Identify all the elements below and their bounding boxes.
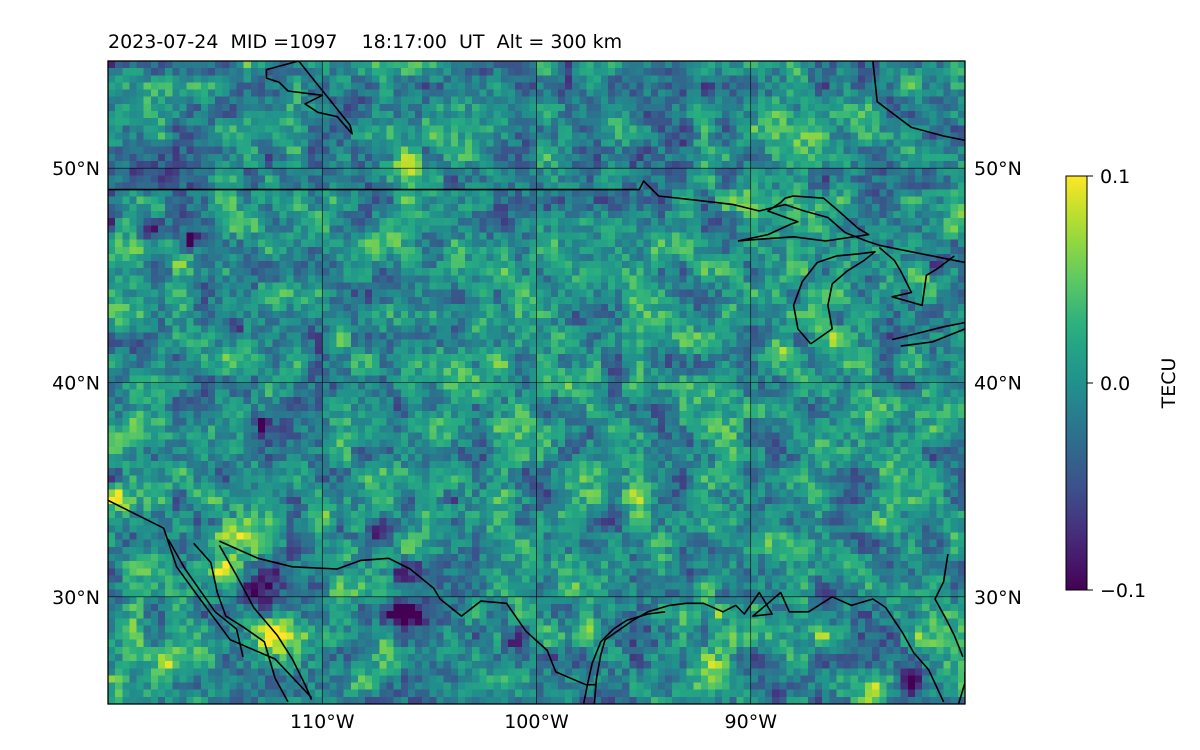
coastline	[878, 246, 955, 307]
colorbar-tick-label: 0.0	[1100, 373, 1130, 395]
y-tick-label-left: 30°N	[52, 587, 100, 609]
coastline	[900, 328, 965, 347]
y-tick-label-right: 30°N	[974, 587, 1022, 609]
y-tick-label-right: 40°N	[974, 373, 1022, 395]
coastline	[934, 553, 964, 658]
y-tick-label-left: 50°N	[52, 158, 100, 180]
coastline	[892, 321, 965, 341]
coastline	[219, 540, 597, 686]
colorbar-ticks: 0.1 0.0 −0.1	[1087, 166, 1146, 602]
map-coastlines	[108, 61, 965, 704]
x-tick-label: 100°W	[504, 711, 569, 733]
y-tick-label-right: 50°N	[974, 158, 1022, 180]
coastline	[193, 542, 289, 703]
coastline	[872, 61, 965, 142]
coastline	[792, 251, 876, 345]
colorbar-label: TECU	[1158, 358, 1180, 410]
map-frame	[107, 60, 966, 705]
x-tick-label: 90°W	[725, 711, 778, 733]
colorbar-gradient	[1065, 175, 1088, 591]
y-tick-label-left: 40°N	[52, 373, 100, 395]
coastline	[167, 538, 244, 657]
map-gridlines	[108, 61, 965, 704]
colorbar: 0.1 0.0 −0.1 TECU	[1065, 166, 1180, 602]
coastline	[593, 591, 945, 704]
coastline	[218, 545, 313, 701]
coastline	[108, 499, 313, 699]
coastline	[108, 180, 965, 264]
coastline	[582, 611, 666, 704]
coastline	[957, 671, 965, 704]
map-axis-ticks: 110°W 100°W 90°W 30°N 30°N 40°N 40°N 50°N 50°N	[52, 158, 1022, 733]
coastline	[265, 61, 354, 135]
coastline	[737, 195, 870, 242]
x-tick-label: 110°W	[290, 711, 355, 733]
map-area	[108, 61, 965, 704]
colorbar-tick-label: −0.1	[1100, 580, 1146, 602]
chart-title: 2023-07-24 MID =1097 18:17:00 UT Alt = 3…	[108, 31, 622, 53]
colorbar-tick-label: 0.1	[1100, 166, 1130, 188]
